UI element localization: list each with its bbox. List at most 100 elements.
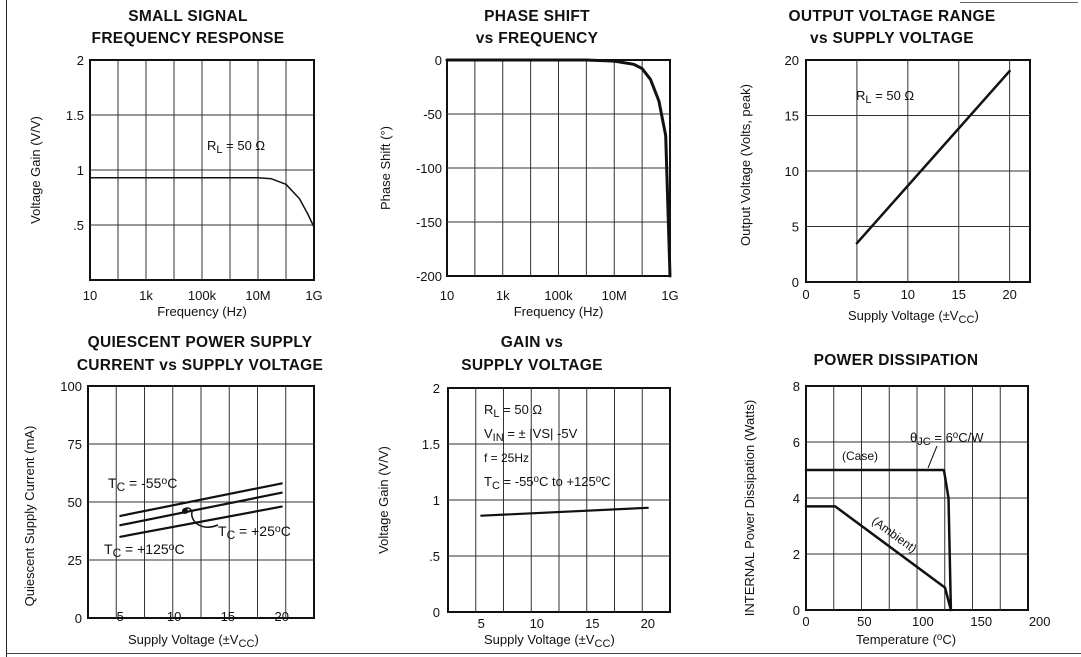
x-tick-label: 1k (496, 288, 510, 303)
x-tick-label: 10M (602, 288, 627, 303)
chart-title-line-2: vs FREQUENCY (475, 30, 599, 47)
annotation-vin: VIN = ± |VS| -5V (484, 426, 578, 444)
y-axis-label: Voltage Gain (V/V) (28, 116, 43, 224)
y-tick-label: -50 (423, 107, 442, 122)
y-tick-label: 75 (68, 437, 82, 452)
annotation-tc-range: TC = -55oC to +125oC (484, 474, 611, 492)
x-tick-label: 10 (530, 616, 544, 631)
x-tick-label: 10 (167, 609, 181, 624)
y-tick-label: 2 (77, 53, 84, 68)
x-tick-label: 1G (305, 288, 322, 303)
chart-title-line-1: PHASE SHIFT (484, 8, 590, 25)
annotation-theta-jc: θJC = 6oC/W (910, 430, 984, 448)
series-line-1 (804, 468, 953, 612)
chart-plot: 0 -50 -100 -150 -200 10 1k 100k 10M 1G Frequency (… (378, 53, 679, 319)
y-tick-label: 2 (793, 547, 800, 562)
chart-gain-vs-supply-voltage: GAIN vs SUPPLY VOLTAGE 2 1.5 1.5 0 5 10 15 20 Su… (360, 328, 720, 656)
series-line (89, 176, 315, 228)
x-tick-label: 10 (440, 288, 454, 303)
chart-title-line-1: OUTPUT VOLTAGE RANGE (788, 8, 996, 25)
page-bottom-rule (6, 653, 1081, 654)
x-axis-label: Frequency (Hz) (157, 304, 247, 319)
chart-small-signal-frequency-response: SMALL SIGNAL FREQUENCY RESPONSE 2 1.5 1.5 1… (0, 0, 360, 328)
page-left-rule (6, 0, 7, 657)
chart-title-line-2: SUPPLY VOLTAGE (461, 357, 603, 374)
series-line-2 (119, 491, 283, 527)
x-tick-label: 10 (83, 288, 97, 303)
y-tick-label: 1.5 (422, 437, 440, 452)
y-tick-label: -100 (416, 161, 442, 176)
y-tick-label: .5 (429, 549, 440, 564)
x-axis-label: Supply Voltage (±VCC) (848, 308, 979, 326)
annotation-tc-25: TC = +25oC (218, 523, 291, 543)
chart-title-line-1: POWER DISSIPATION (813, 352, 979, 369)
y-tick-label: 0 (792, 275, 799, 290)
y-tick-label: 5 (792, 220, 799, 235)
x-tick-label: 15 (585, 616, 599, 631)
series-line-3 (119, 505, 283, 538)
x-axis-label: Supply Voltage (±VCC) (128, 632, 259, 650)
chart-title-line-1: QUIESCENT POWER SUPPLY (87, 334, 313, 351)
x-tick-label: 50 (857, 614, 871, 629)
series-line-2 (804, 505, 953, 612)
x-tick-label: 5 (853, 287, 860, 302)
y-tick-label: 0 (75, 611, 82, 626)
y-tick-label: 100 (60, 379, 82, 394)
x-tick-label: 1G (661, 288, 678, 303)
y-tick-label: 50 (68, 495, 82, 510)
page-top-rule (960, 2, 1078, 3)
x-tick-label: 1k (139, 288, 153, 303)
y-tick-label: 8 (793, 379, 800, 394)
x-tick-label: 15 (951, 287, 965, 302)
x-tick-label: 20 (641, 616, 655, 631)
chart-quiescent-supply-current: QUIESCENT POWER SUPPLY CURRENT vs SUPPLY… (0, 328, 360, 656)
x-axis-label: Temperature (oC) (856, 632, 956, 647)
leader-line (927, 445, 938, 469)
y-tick-label: 4 (793, 491, 800, 506)
chart-output-voltage-range: OUTPUT VOLTAGE RANGE vs SUPPLY VOLTAGE 2… (720, 0, 1080, 328)
y-axis-label: Phase Shift (°) (378, 126, 393, 210)
y-tick-label: 10 (785, 164, 799, 179)
y-tick-label: -200 (416, 269, 442, 284)
leader-dot (182, 508, 188, 514)
y-tick-label: 0 (793, 603, 800, 618)
y-tick-label: 1 (433, 493, 440, 508)
y-tick-label: 25 (68, 553, 82, 568)
annotation-tc-minus55: TC = -55oC (108, 475, 177, 495)
x-tick-label: 100k (188, 288, 217, 303)
x-tick-label: 0 (802, 614, 809, 629)
annotation-rl: RL = 50 Ω (207, 138, 265, 156)
series-line-1 (119, 482, 283, 517)
y-tick-label: .5 (73, 218, 84, 233)
y-axis-label: Output Voltage (Volts, peak) (738, 84, 753, 246)
x-tick-label: 100k (544, 288, 573, 303)
x-axis-label: Supply Voltage (±VCC) (484, 632, 615, 650)
x-tick-label: 15 (221, 609, 235, 624)
annotation-rl: RL = 50 Ω (856, 88, 914, 106)
x-tick-label: 100 (912, 614, 934, 629)
x-tick-label: 150 (970, 614, 992, 629)
x-tick-label: 20 (1002, 287, 1016, 302)
y-tick-label: 6 (793, 435, 800, 450)
y-tick-label: 15 (785, 109, 799, 124)
x-tick-label: 5 (478, 616, 485, 631)
chart-title-line-2: FREQUENCY RESPONSE (91, 30, 285, 47)
y-tick-label: 0 (433, 605, 440, 620)
chart-plot: 20 15 10 5 00 5 10 15 20 Supply Voltage (±VCC) Out… (738, 53, 1031, 326)
x-axis-label: Frequency (Hz) (514, 304, 604, 319)
series-line (480, 506, 649, 517)
y-tick-label: 20 (785, 53, 799, 68)
x-tick-label: 10M (245, 288, 270, 303)
x-tick-label: 0 (802, 287, 809, 302)
x-tick-label: 20 (274, 609, 288, 624)
x-tick-label: 5 (117, 609, 124, 624)
y-tick-label: 2 (433, 381, 440, 396)
chart-title-line-2: CURRENT vs SUPPLY VOLTAGE (76, 357, 324, 374)
annotation-tc-125: TC = +125oC (104, 541, 185, 561)
series-line (855, 69, 1011, 245)
annotation-case: (Case) (842, 449, 878, 463)
x-tick-label: 200 (1029, 614, 1051, 629)
